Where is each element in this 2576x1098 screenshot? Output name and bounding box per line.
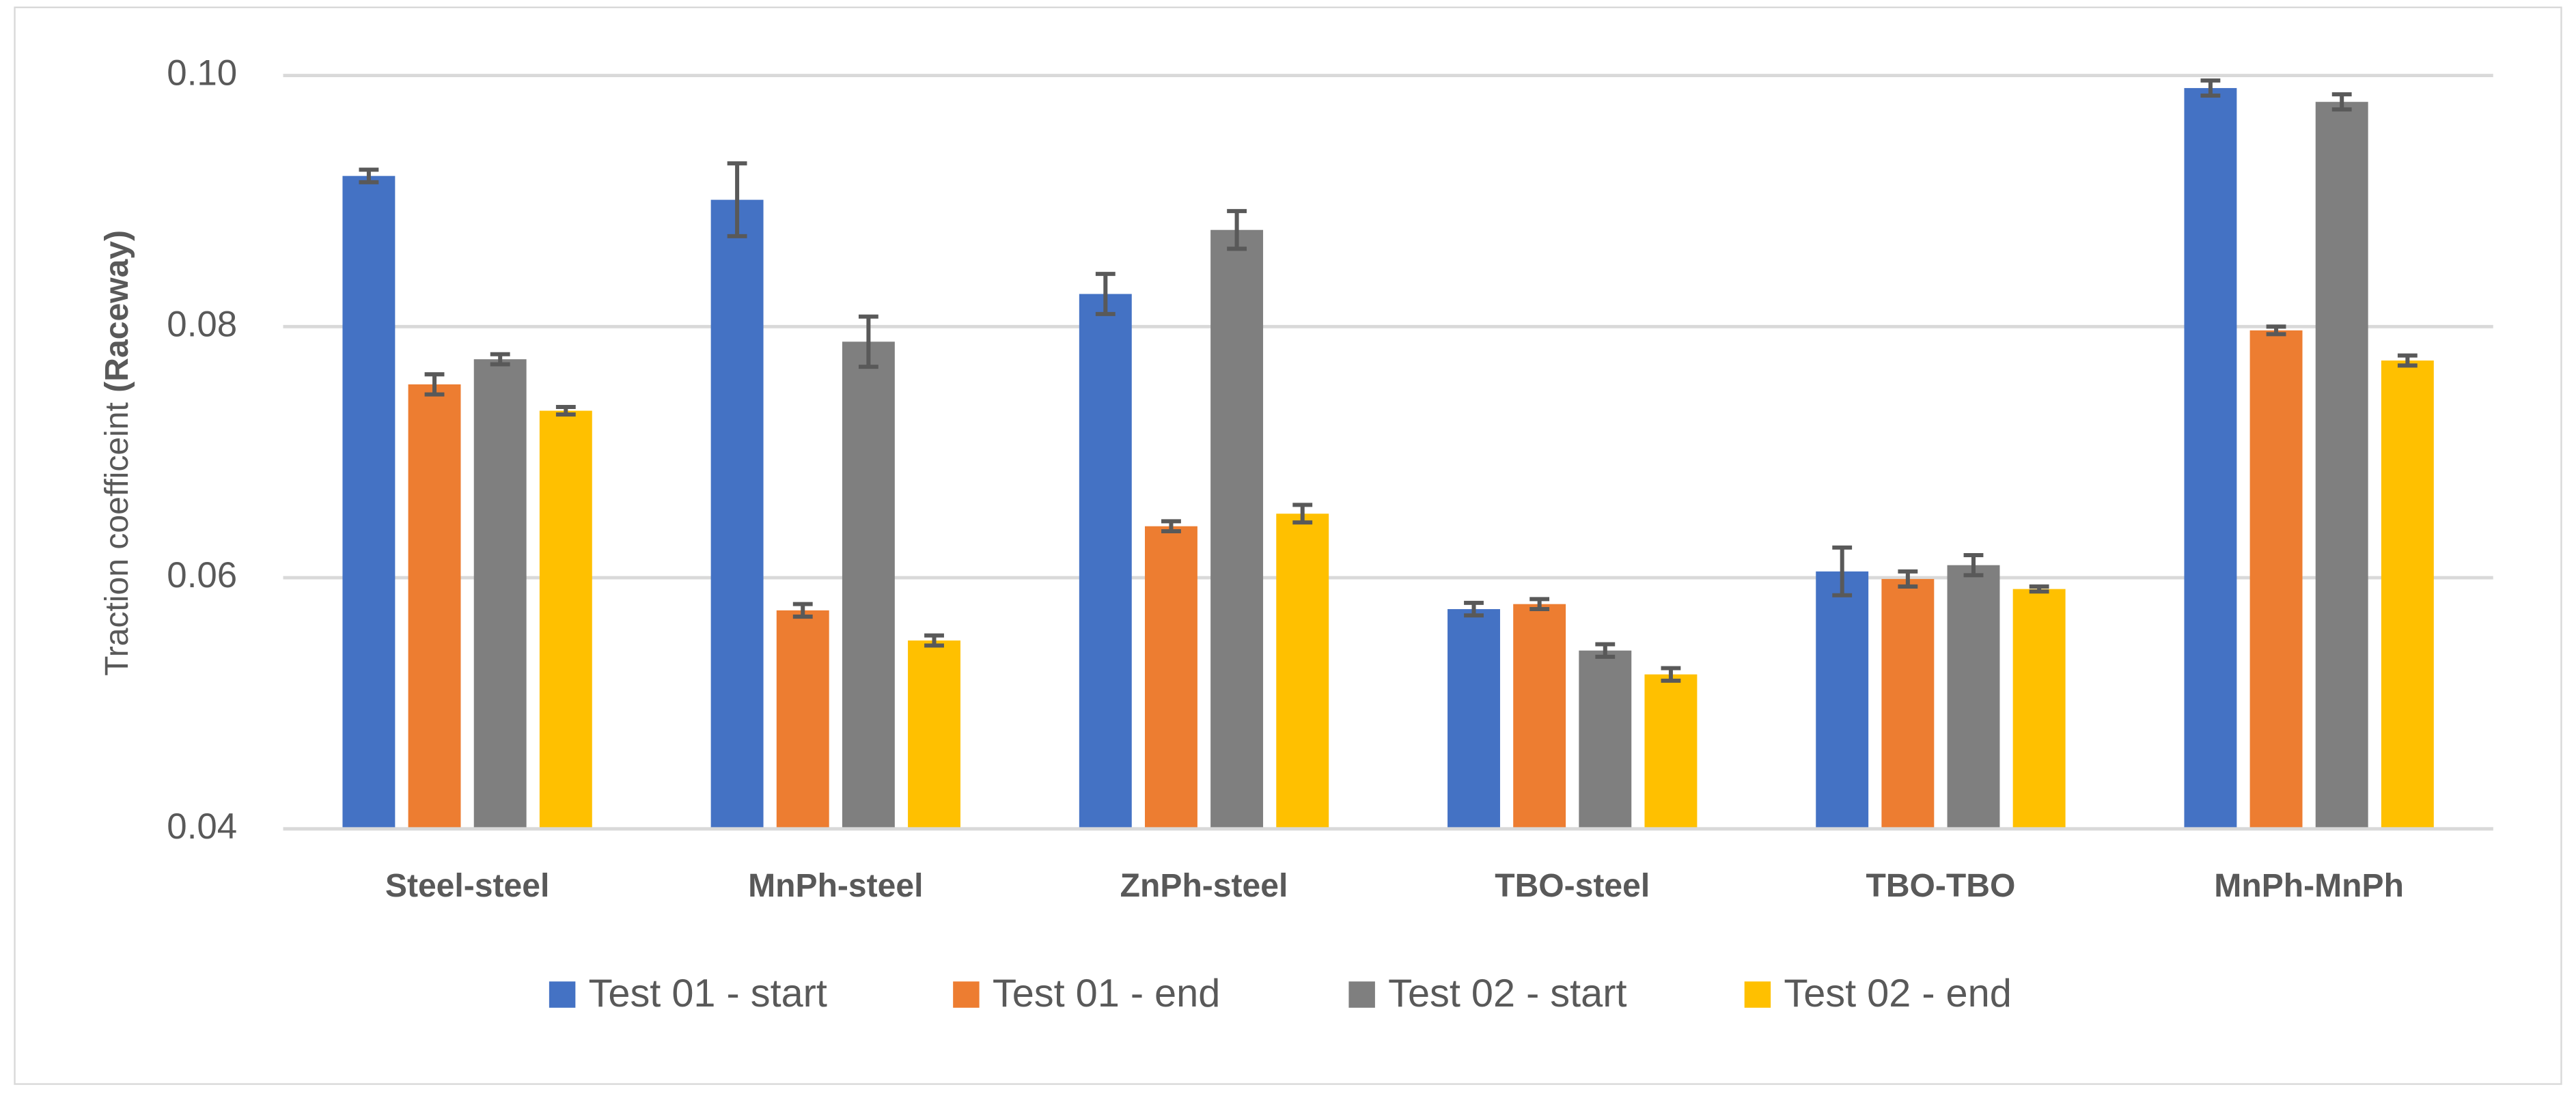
error-bar bbox=[1963, 552, 1984, 578]
bar bbox=[1579, 650, 1632, 829]
error-bar bbox=[858, 314, 878, 369]
error-bar bbox=[1161, 519, 1181, 534]
x-tick-label: MnPh-steel bbox=[748, 867, 923, 904]
legend-label: Test 02 - end bbox=[1784, 972, 2011, 1015]
legend-label: Test 02 - start bbox=[1388, 972, 1626, 1015]
error-bar bbox=[490, 352, 510, 367]
y-tick-label: 0.04 bbox=[167, 806, 237, 847]
legend-swatch bbox=[1744, 981, 1771, 1008]
bar bbox=[1881, 578, 1935, 829]
x-tick-label: TBO-steel bbox=[1495, 867, 1650, 904]
error-bar bbox=[1529, 597, 1550, 612]
bar bbox=[710, 199, 764, 829]
x-tick-label: TBO-TBO bbox=[1866, 867, 2015, 904]
error-bar bbox=[2266, 324, 2286, 337]
legend-swatch bbox=[953, 981, 980, 1008]
y-axis-label: Traction coefficeint (Raceway) bbox=[98, 230, 135, 676]
bar bbox=[2315, 102, 2368, 829]
error-bar bbox=[1095, 272, 1116, 316]
bar bbox=[1276, 513, 1329, 829]
bar bbox=[2381, 360, 2434, 829]
bar bbox=[473, 359, 527, 829]
error-bar bbox=[1832, 545, 1853, 597]
legend-label: Test 01 - end bbox=[993, 972, 1220, 1015]
bar bbox=[842, 341, 895, 829]
bar bbox=[2249, 330, 2303, 829]
error-bar bbox=[1661, 666, 1681, 683]
bar bbox=[1210, 229, 1264, 829]
y-axis-label-bold: (Raceway) bbox=[98, 230, 135, 393]
y-axis-label-text: Traction coefficeint bbox=[98, 402, 135, 676]
bar bbox=[539, 410, 592, 829]
bar bbox=[1644, 674, 1698, 829]
bar bbox=[1947, 565, 2000, 829]
bar bbox=[1448, 609, 1500, 829]
y-tick-label: 0.08 bbox=[167, 304, 237, 344]
error-bar bbox=[555, 404, 576, 417]
error-bar bbox=[924, 633, 944, 648]
bar bbox=[342, 175, 396, 829]
legend-swatch bbox=[1348, 981, 1375, 1008]
error-bar bbox=[1227, 209, 1247, 251]
bar bbox=[1144, 526, 1197, 829]
error-bar bbox=[359, 167, 379, 184]
error-bar bbox=[2397, 353, 2418, 368]
error-bar bbox=[1898, 569, 1918, 589]
bar bbox=[1079, 294, 1132, 829]
legend-swatch bbox=[549, 981, 576, 1008]
error-bar bbox=[792, 602, 813, 619]
error-bar bbox=[727, 161, 747, 238]
error-bar bbox=[2029, 584, 2049, 594]
bar bbox=[408, 384, 461, 829]
error-bar bbox=[2200, 78, 2221, 98]
x-tick-label: ZnPh-steel bbox=[1120, 867, 1288, 904]
bar bbox=[908, 640, 960, 829]
bar bbox=[776, 610, 829, 829]
bar bbox=[1816, 571, 1869, 829]
error-bar bbox=[1595, 642, 1616, 659]
x-tick-label: Steel-steel bbox=[385, 867, 549, 904]
error-bar bbox=[424, 372, 445, 397]
x-tick-label: MnPh-MnPh bbox=[2214, 867, 2404, 904]
bar bbox=[2184, 87, 2237, 829]
error-bar bbox=[1292, 503, 1313, 525]
y-tick-label: 0.10 bbox=[167, 53, 237, 94]
legend-label: Test 01 - start bbox=[589, 972, 827, 1015]
y-tick-label: 0.06 bbox=[167, 555, 237, 595]
bar bbox=[1513, 604, 1566, 829]
bar bbox=[2012, 589, 2066, 829]
error-bar bbox=[2331, 92, 2352, 112]
error-bar bbox=[1464, 600, 1484, 618]
